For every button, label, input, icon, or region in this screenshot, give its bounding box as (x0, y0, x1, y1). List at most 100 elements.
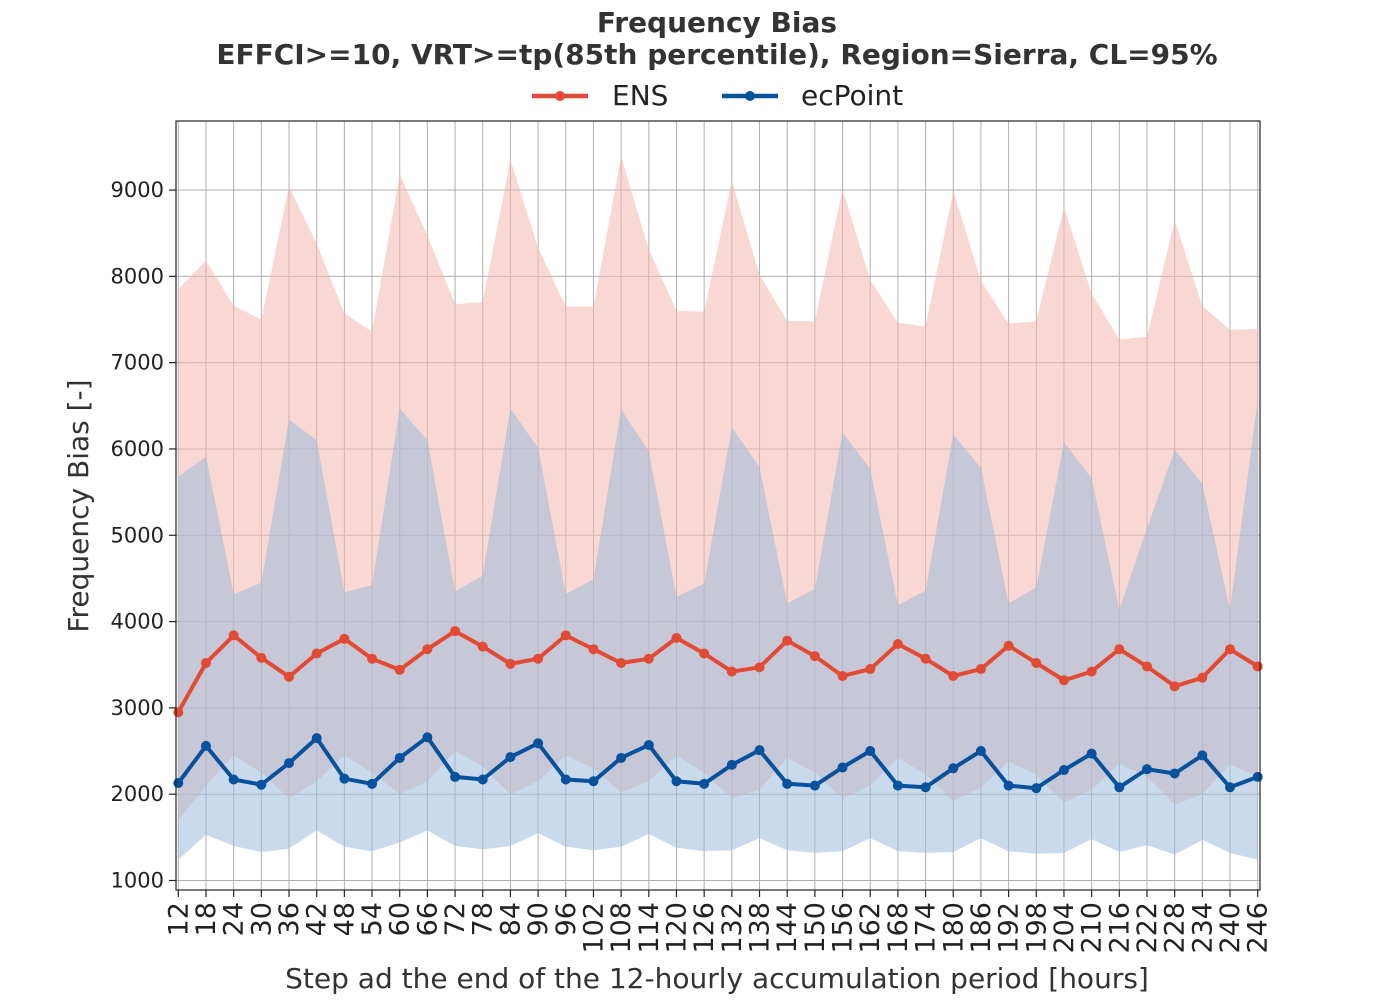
data-point-ecpoint (228, 774, 239, 785)
data-point-ecpoint (1252, 771, 1263, 782)
data-point-ecpoint (256, 779, 267, 790)
x-tick-label: 126 (689, 902, 720, 954)
data-point-ecpoint (450, 771, 461, 782)
data-point-ens (726, 666, 737, 677)
y-tick-label: 4000 (111, 610, 164, 634)
x-tick-label: 216 (1104, 902, 1135, 954)
y-tick-label: 3000 (111, 696, 164, 720)
data-point-ecpoint (1169, 768, 1180, 779)
x-tick-label: 84 (495, 902, 526, 936)
data-point-ecpoint (726, 759, 737, 770)
x-tick-label: 234 (1187, 902, 1218, 954)
data-point-ens (505, 658, 516, 669)
data-point-ecpoint (1003, 780, 1014, 791)
data-point-ens (837, 670, 848, 681)
data-point-ens (477, 641, 488, 652)
x-tick-label: 174 (911, 902, 942, 954)
data-point-ecpoint (1141, 764, 1152, 775)
data-point-ens (643, 653, 654, 664)
data-point-ens (1086, 666, 1097, 677)
data-point-ecpoint (754, 745, 765, 756)
data-point-ecpoint (1197, 750, 1208, 761)
data-point-ecpoint (1058, 765, 1069, 776)
x-tick-label: 162 (855, 902, 886, 954)
x-tick-label: 210 (1077, 902, 1108, 954)
data-point-ens (699, 648, 710, 659)
data-point-ens (311, 648, 322, 659)
x-tick-label: 192 (994, 902, 1025, 954)
data-point-ens (754, 662, 765, 673)
data-point-ecpoint (588, 776, 599, 787)
x-tick-label: 114 (634, 902, 665, 954)
data-point-ecpoint (1114, 782, 1125, 793)
data-point-ecpoint (975, 746, 986, 757)
data-point-ecpoint (782, 778, 793, 789)
x-tick-label: 60 (385, 902, 416, 936)
data-point-ens (1252, 661, 1263, 672)
data-point-ecpoint (699, 778, 710, 789)
x-tick-label: 72 (440, 902, 471, 936)
x-tick-label: 198 (1021, 902, 1052, 954)
data-point-ens (588, 644, 599, 655)
data-point-ens (200, 658, 211, 669)
legend: ENS ecPoint (532, 79, 903, 112)
x-tick-label: 156 (828, 902, 859, 954)
data-point-ecpoint (837, 762, 848, 773)
legend-marker-ens (555, 91, 565, 101)
data-point-ecpoint (284, 758, 295, 769)
data-point-ecpoint (948, 763, 959, 774)
data-point-ens (339, 633, 350, 644)
x-tick-label: 246 (1243, 902, 1274, 954)
x-tick-label: 90 (523, 902, 554, 936)
data-point-ecpoint (809, 780, 820, 791)
x-tick-label: 150 (800, 902, 831, 954)
data-point-ecpoint (920, 782, 931, 793)
data-point-ens (284, 671, 295, 682)
y-tick-label: 2000 (111, 782, 164, 806)
legend-marker-ecpoint (745, 91, 755, 101)
data-point-ecpoint (892, 780, 903, 791)
data-point-ens (560, 630, 571, 641)
x-tick-label: 36 (274, 902, 305, 936)
data-point-ecpoint (643, 740, 654, 751)
y-tick-label: 5000 (111, 523, 164, 547)
x-tick-label: 54 (357, 902, 388, 936)
data-point-ecpoint (311, 733, 322, 744)
data-point-ens (450, 626, 461, 637)
chart-subtitle: EFFCI>=10, VRT>=tp(85th percentile), Reg… (216, 38, 1217, 71)
data-point-ens (809, 651, 820, 662)
data-point-ens (948, 670, 959, 681)
x-tick-label: 48 (329, 902, 360, 936)
data-point-ecpoint (1031, 783, 1042, 794)
data-point-ens (173, 707, 184, 718)
series-lines (176, 629, 1259, 791)
data-point-ecpoint (422, 732, 433, 743)
series-line-ens (176, 629, 1259, 714)
data-point-ens (892, 639, 903, 650)
data-point-ens (1141, 661, 1152, 672)
x-tick-label: 240 (1215, 902, 1246, 954)
legend-label-ecpoint: ecPoint (801, 79, 903, 112)
data-point-ens (782, 635, 793, 646)
data-point-ecpoint (173, 777, 184, 788)
x-tick-label: 78 (468, 902, 499, 936)
x-tick-label: 144 (772, 902, 803, 954)
data-point-ens (1058, 675, 1069, 686)
data-point-ens (616, 658, 627, 669)
x-tick-label: 42 (302, 902, 333, 936)
data-point-ens (1197, 672, 1208, 683)
y-axis-label: Frequency Bias [-] (62, 379, 95, 632)
series-line-ecpoint (176, 735, 1259, 791)
data-point-ens (671, 632, 682, 643)
x-tick-label: 66 (412, 902, 443, 936)
legend-label-ens: ENS (612, 79, 668, 112)
x-tick-label: 24 (219, 902, 250, 936)
confidence-bands (178, 156, 1258, 860)
data-point-ens (394, 664, 405, 675)
x-tick-label: 18 (191, 902, 222, 936)
data-point-ens (1169, 681, 1180, 692)
data-point-ecpoint (477, 774, 488, 785)
x-axis-ticks: 1218243036424854606672788490961021081141… (163, 890, 1274, 954)
x-tick-label: 204 (1049, 902, 1080, 954)
